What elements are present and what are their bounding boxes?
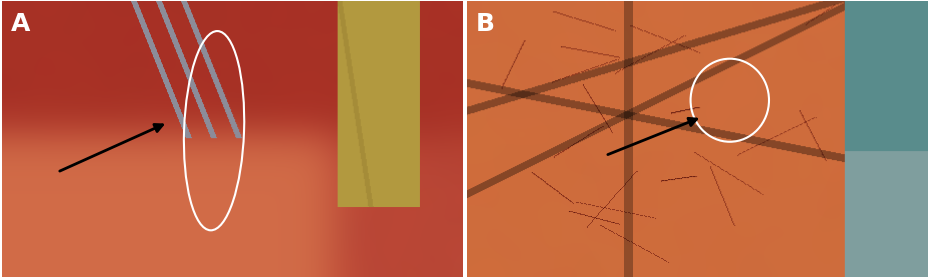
Text: A: A	[11, 12, 31, 36]
Text: B: B	[476, 12, 495, 36]
